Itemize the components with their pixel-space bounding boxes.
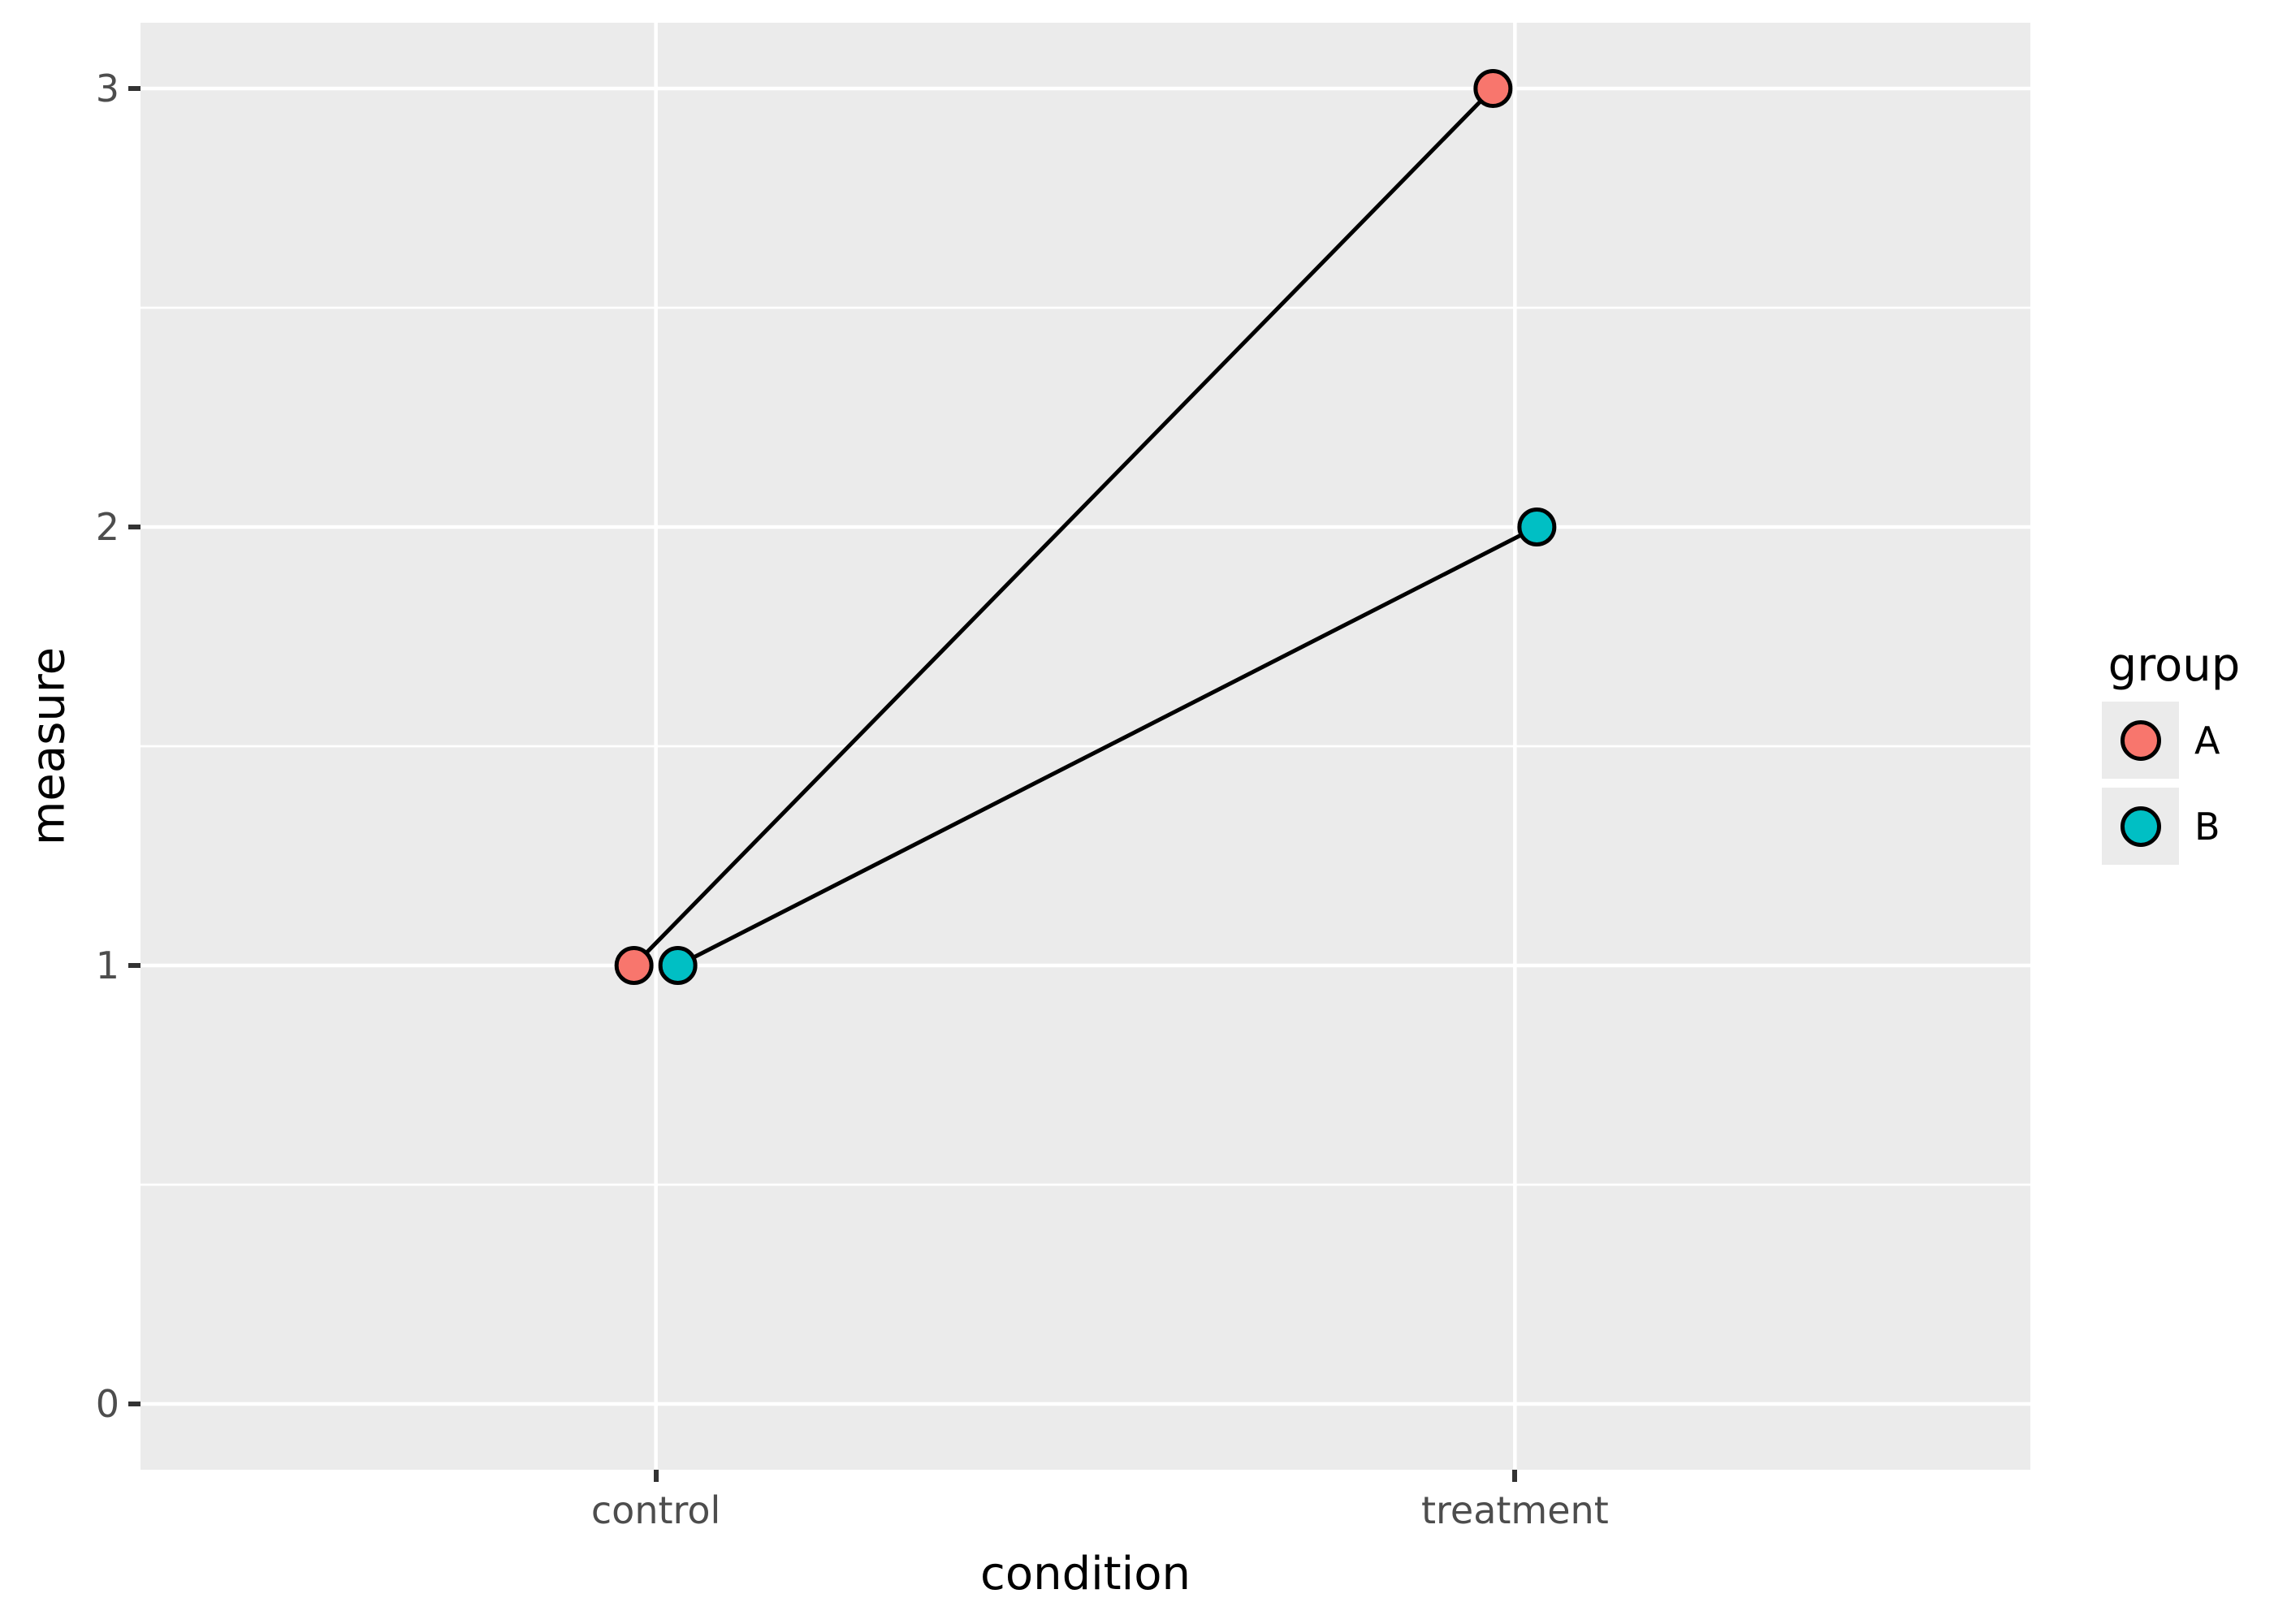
y-tick-mark xyxy=(128,86,141,91)
y-tick-mark xyxy=(128,963,141,968)
legend-key xyxy=(2102,702,2179,779)
data-point-A-treatment xyxy=(1473,69,1513,108)
series-line-A xyxy=(632,87,1495,967)
y-tick-label: 3 xyxy=(95,67,119,110)
legend-item-label: A xyxy=(2194,718,2220,762)
legend-item-B: B xyxy=(2102,788,2274,865)
y-tick-label: 2 xyxy=(95,505,119,549)
x-tick-mark xyxy=(653,1470,659,1482)
data-point-A-control xyxy=(614,946,654,985)
series-line-B xyxy=(677,525,1538,968)
y-tick-label: 1 xyxy=(95,944,119,987)
data-point-B-control xyxy=(658,946,698,985)
legend-point-icon xyxy=(2120,806,2161,847)
legend-item-A: A xyxy=(2102,702,2274,779)
legend-point-icon xyxy=(2120,719,2161,761)
x-axis-title: condition xyxy=(980,1548,1191,1600)
legend-item-label: B xyxy=(2194,804,2220,849)
plot-area-svg xyxy=(141,23,2030,1470)
x-tick-mark xyxy=(1512,1470,1518,1482)
y-tick-mark xyxy=(128,525,141,529)
x-tick-label: control xyxy=(590,1488,721,1532)
legend-title: group xyxy=(2108,639,2241,692)
y-tick-label: 0 xyxy=(95,1382,119,1426)
y-tick-mark xyxy=(128,1402,141,1406)
data-point-B-treatment xyxy=(1517,508,1557,546)
x-tick-label: treatment xyxy=(1420,1488,1609,1532)
legend-key xyxy=(2102,788,2179,865)
y-axis-title: measure xyxy=(22,646,76,846)
